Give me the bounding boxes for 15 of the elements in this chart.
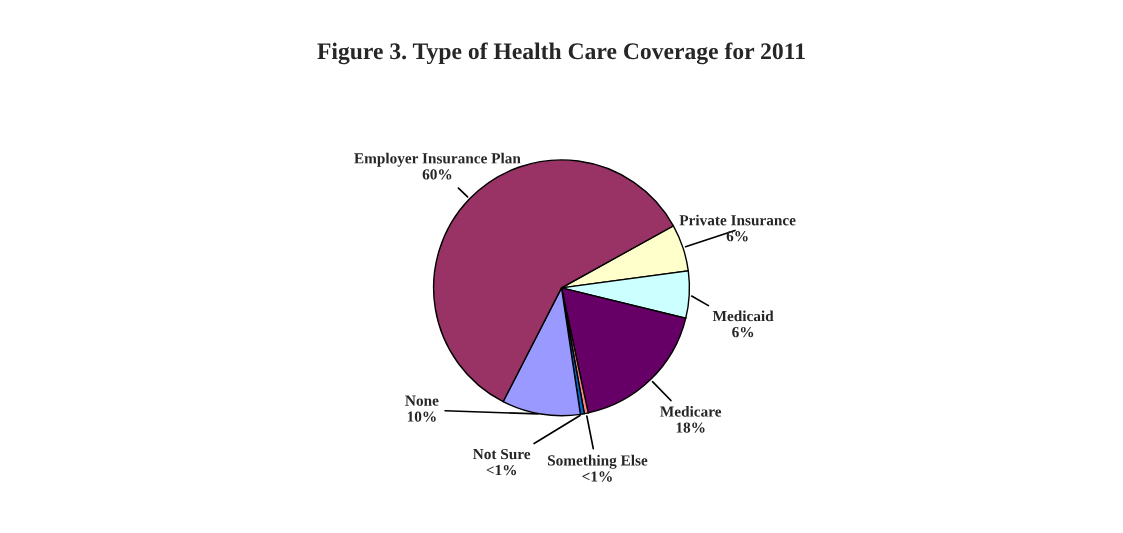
- data-label: 10%: [407, 411, 436, 422]
- data-label: 60%: [422, 169, 452, 180]
- data-label: 18%: [676, 422, 705, 433]
- slice-label: Something Else: [547, 454, 648, 469]
- slice-label: Medicare: [660, 406, 722, 417]
- slice-label: Employer Insurance Plan: [354, 152, 521, 167]
- data-label: 6%: [732, 326, 754, 338]
- slice-label: None: [405, 395, 439, 406]
- chart-title: Figure 3. Type of Health Care Coverage for 2011: [317, 42, 805, 65]
- data-label: <1%: [486, 464, 517, 476]
- data-label: <1%: [582, 471, 612, 482]
- slice-label: Medicaid: [712, 310, 774, 322]
- slice-label: Private Insurance: [679, 214, 796, 226]
- slice-label: Not Sure: [473, 448, 531, 460]
- data-label: 6%: [726, 231, 748, 242]
